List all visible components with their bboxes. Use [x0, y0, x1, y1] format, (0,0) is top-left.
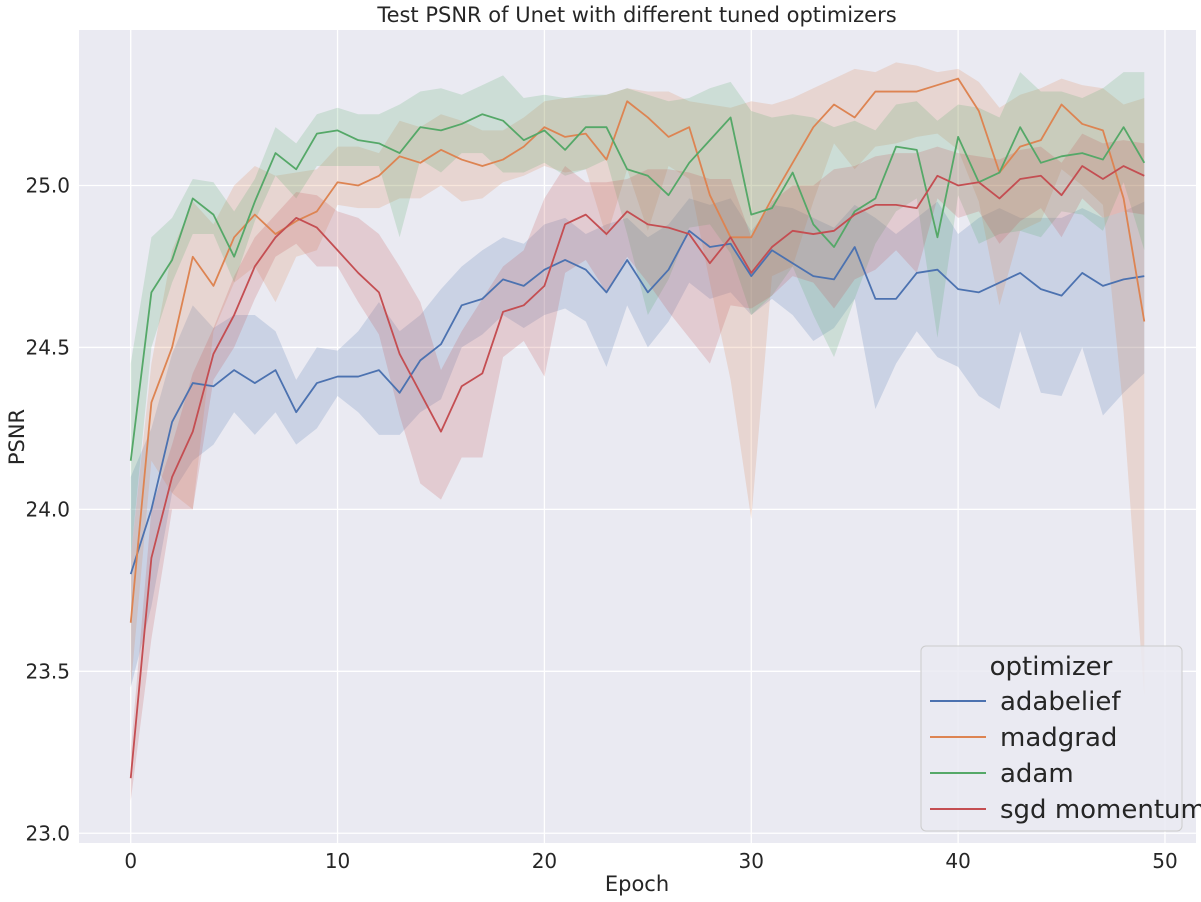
y-tick-label-2: 24.0 — [25, 497, 70, 521]
x-axis-title: Epoch — [605, 872, 669, 896]
x-tick-label-4: 40 — [945, 849, 970, 873]
legend-label-adam: adam — [1000, 759, 1074, 789]
x-tick-label-2: 20 — [532, 849, 557, 873]
band-sgd-momentum — [130, 133, 1145, 801]
x-tick-labels: 0 10 20 30 40 50 — [124, 849, 1177, 873]
y-tick-label-0: 23.0 — [25, 821, 70, 845]
confidence-bands — [130, 62, 1145, 801]
y-tick-label-4: 25.0 — [25, 173, 70, 197]
y-tick-labels: 23.0 23.5 24.0 24.5 25.0 — [25, 173, 70, 845]
x-tick-label-5: 50 — [1152, 849, 1177, 873]
legend-label-adabelief: adabelief — [1000, 687, 1121, 717]
y-axis-title: PSNR — [5, 409, 29, 465]
legend-label-sgd-momentum: sgd momentum — [1000, 795, 1201, 825]
y-tick-label-3: 24.5 — [25, 335, 70, 359]
line-adabelief — [129, 229, 1145, 575]
legend-title: optimizer — [990, 652, 1113, 682]
legend-box — [920, 645, 1183, 832]
x-tick-label-3: 30 — [739, 849, 764, 873]
band-madgrad — [130, 62, 1145, 698]
y-tick-label-1: 23.5 — [25, 659, 70, 683]
grid-lines — [79, 30, 1196, 843]
x-tick-label-1: 10 — [325, 849, 350, 873]
chart-title: Test PSNR of Unet with different tuned o… — [376, 3, 896, 27]
legend-items: adabelief madgrad adam sgd momentum — [930, 687, 1201, 825]
legend-label-madgrad: madgrad — [1000, 723, 1117, 753]
legend: optimizer adabelief madgrad adam sgd moment… — [920, 645, 1201, 832]
band-adabelief — [130, 198, 1145, 688]
series-lines — [129, 77, 1146, 779]
band-adam — [130, 72, 1145, 558]
line-adam — [129, 113, 1146, 461]
x-tick-label-0: 0 — [124, 849, 137, 873]
line-sgd-momentum — [129, 165, 1145, 779]
